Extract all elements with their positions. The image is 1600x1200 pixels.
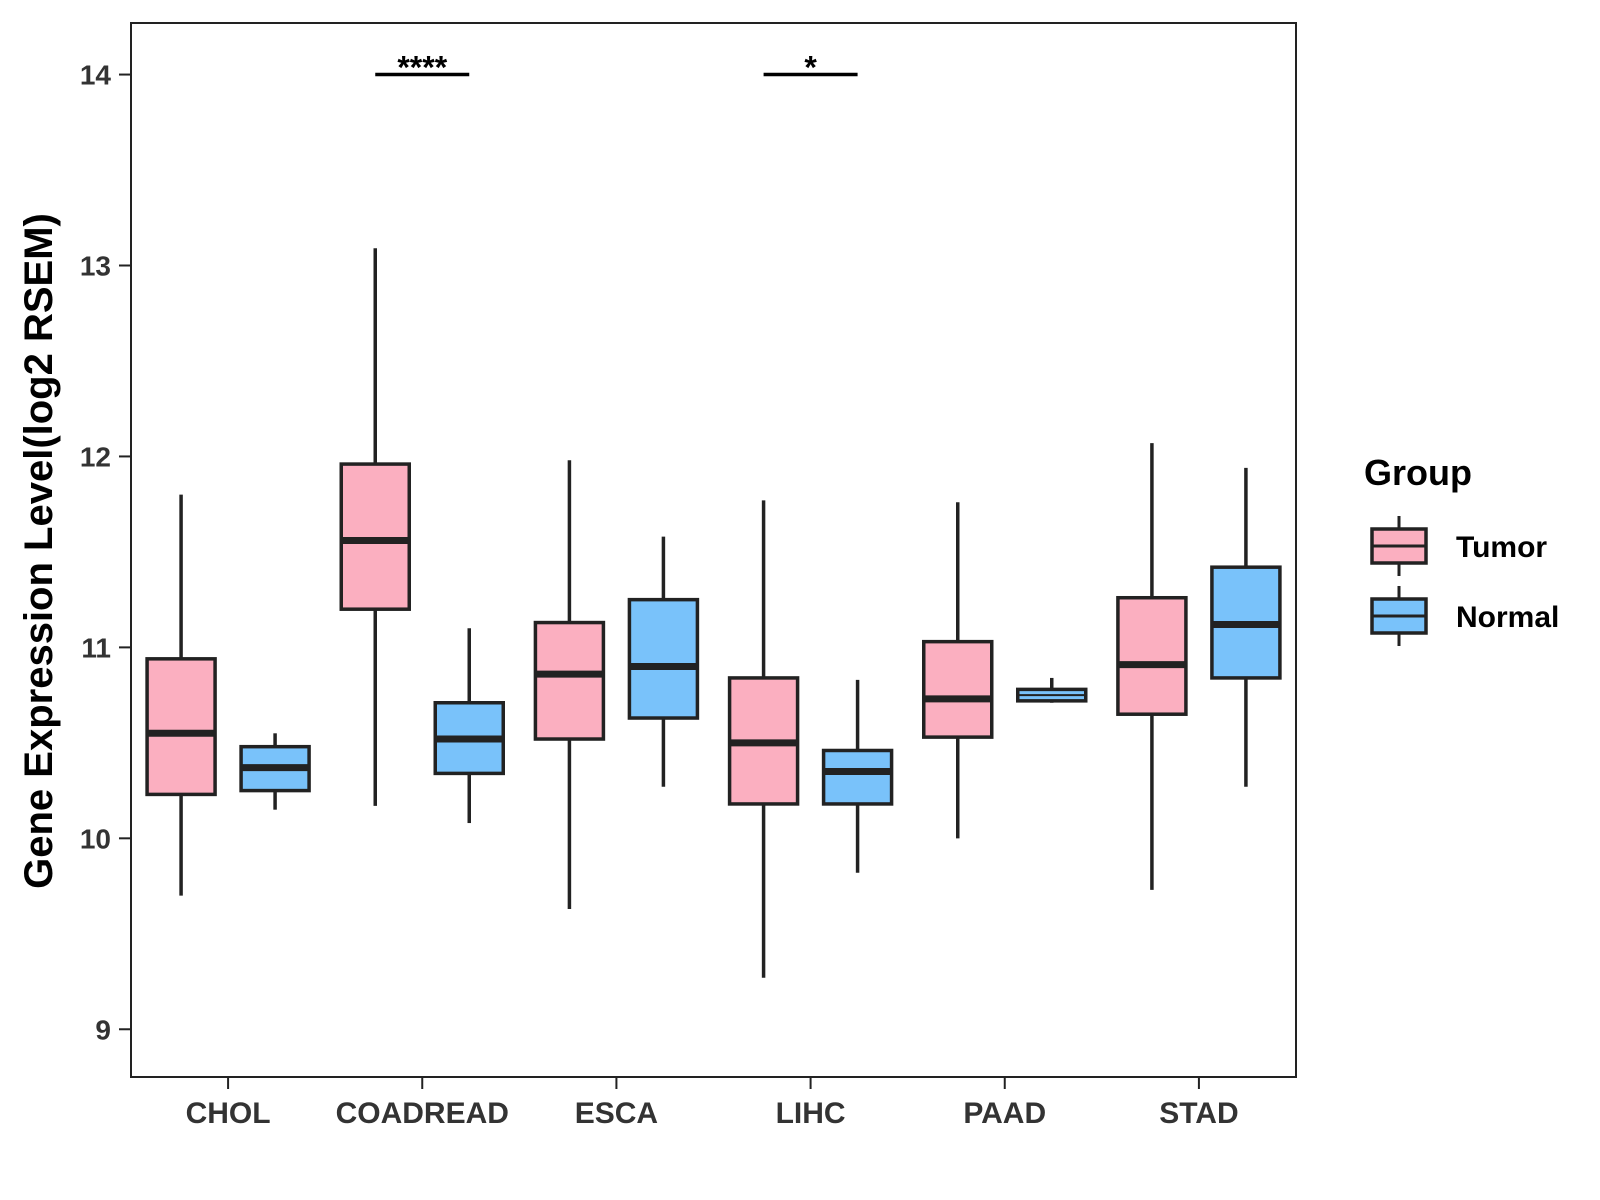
box-iqr bbox=[339, 462, 411, 611]
x-tick-label: COADREAD bbox=[336, 1097, 509, 1130]
box-iqr bbox=[1116, 595, 1188, 716]
y-tick-label: 10 bbox=[80, 823, 111, 854]
x-tick-label: LIHC bbox=[776, 1097, 846, 1130]
significance-label: **** bbox=[397, 50, 447, 86]
box-normal-paad bbox=[1016, 677, 1088, 703]
box-normal-coadread bbox=[433, 628, 505, 824]
x-axis: CHOL COADREAD ESCA LIHC PAAD STAD bbox=[186, 1077, 1239, 1130]
y-tick-label: 12 bbox=[80, 441, 111, 472]
legend: Tumor Normal bbox=[1370, 516, 1559, 646]
plot-panel bbox=[130, 22, 1297, 1078]
y-tick-label: 9 bbox=[95, 1014, 111, 1045]
y-tick-label: 13 bbox=[80, 250, 111, 281]
x-tick-label: CHOL bbox=[186, 1097, 271, 1130]
legend-title: Group bbox=[1364, 452, 1472, 493]
box-iqr bbox=[145, 657, 217, 797]
legend-key-tumor bbox=[1370, 516, 1428, 576]
box-normal-lihc bbox=[821, 679, 894, 873]
box-iqr bbox=[627, 597, 700, 720]
x-tick-label: STAD bbox=[1159, 1097, 1238, 1130]
box-tumor-stad bbox=[1116, 443, 1188, 890]
box-tumor-coadread bbox=[339, 248, 411, 806]
y-tick-label: 14 bbox=[80, 60, 112, 91]
box-tumor-lihc bbox=[727, 500, 800, 978]
box-iqr bbox=[922, 639, 994, 739]
x-tick-label: PAAD bbox=[963, 1097, 1046, 1130]
box-normal-stad bbox=[1210, 467, 1282, 787]
significance-label: * bbox=[804, 50, 817, 86]
y-tick-label: 11 bbox=[81, 632, 111, 663]
box-series bbox=[145, 248, 1282, 978]
box-normal-chol bbox=[239, 733, 311, 810]
legend-label: Normal bbox=[1456, 601, 1559, 634]
y-axis: 9 10 11 12 13 14 bbox=[80, 60, 131, 1045]
significance-annotations: **** * bbox=[375, 50, 858, 86]
box-iqr bbox=[533, 620, 606, 741]
legend-key-normal bbox=[1370, 586, 1428, 646]
box-iqr bbox=[821, 748, 894, 806]
x-tick-label: ESCA bbox=[575, 1097, 658, 1130]
legend-label: Tumor bbox=[1456, 531, 1547, 564]
box-tumor-chol bbox=[145, 494, 217, 896]
box-normal-esca bbox=[627, 536, 700, 787]
y-axis-title: Gene Expression Level(log2 RSEM) bbox=[17, 213, 61, 889]
box-tumor-paad bbox=[922, 502, 994, 839]
box-tumor-esca bbox=[533, 460, 606, 909]
